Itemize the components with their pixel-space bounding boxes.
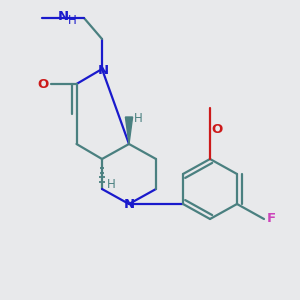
Text: H: H: [68, 14, 76, 27]
Text: F: F: [267, 212, 276, 226]
Text: H: H: [106, 178, 116, 191]
Text: H: H: [134, 112, 142, 125]
Text: O: O: [37, 77, 48, 91]
Text: N: N: [97, 64, 109, 77]
Text: O: O: [212, 122, 223, 136]
Text: N: N: [58, 10, 69, 23]
Polygon shape: [125, 117, 133, 144]
Text: N: N: [124, 197, 135, 211]
